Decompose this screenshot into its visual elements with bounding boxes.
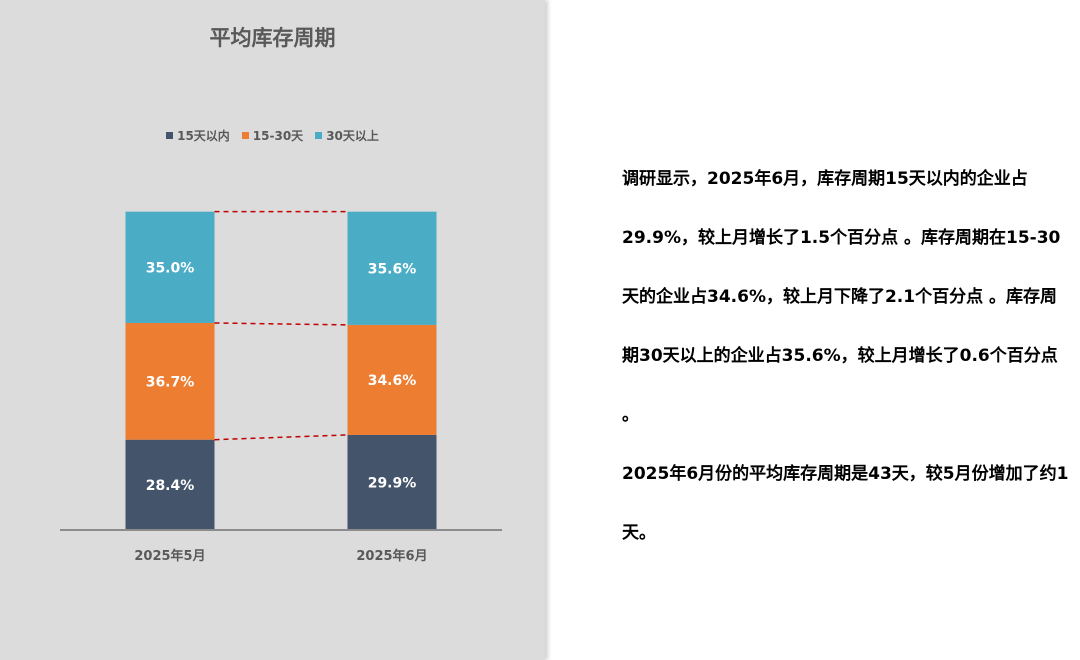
- legend-swatch-1: [166, 132, 174, 139]
- stacked-bar-chart: 28.4% 36.7% 35.0% 2025年5月 29.9% 34.6% 35.6% 202…: [60, 210, 502, 564]
- bar-segment-2-1: [347, 434, 437, 530]
- legend-item-1: 15天以内: [166, 127, 230, 144]
- text-panel: 调研显示，2025年6月，库存周期15天以内的企业占29.9%，较上月增长了1.…: [622, 150, 1072, 563]
- bar-segment-1-1: [125, 439, 215, 530]
- x-tick-label-2: 2025年6月: [356, 548, 427, 564]
- x-tick-label-1: 2025年5月: [134, 548, 205, 564]
- series-line-1: [214, 434, 348, 441]
- legend-item-3: 30天以上: [315, 127, 379, 144]
- summary-paragraph: 调研显示，2025年6月，库存周期15天以内的企业占29.9%，较上月增长了1.…: [622, 169, 1061, 425]
- chart-panel: 平均库存周期 15天以内 15-30天 30天以上 28.4% 36.7% 35.0…: [0, 0, 545, 660]
- series-line-2: [214, 322, 348, 326]
- data-label-1-3: 35.0%: [146, 260, 195, 276]
- bar-segment-1-2: [125, 322, 215, 440]
- data-label-2-3: 35.6%: [368, 261, 417, 277]
- legend-item-2: 15-30天: [241, 127, 304, 144]
- chart-title: 平均库存周期: [209, 26, 336, 50]
- legend-label-3: 30天以上: [326, 129, 379, 143]
- legend-label-2: 15-30天: [252, 129, 304, 143]
- data-label-1-2: 36.7%: [146, 374, 195, 390]
- bar-segment-2-3: [347, 211, 437, 325]
- data-label-2-1: 29.9%: [368, 475, 417, 491]
- data-label-2-2: 34.6%: [368, 373, 417, 389]
- legend-label-1: 15天以内: [177, 129, 230, 143]
- average-cycle-paragraph: 2025年6月份的平均库存周期是43天，较5月份增加了约1天。: [622, 464, 1069, 543]
- legend-swatch-3: [315, 132, 323, 139]
- chart-legend: 15天以内 15-30天 30天以上: [0, 127, 545, 144]
- bar-segment-2-2: [347, 324, 437, 435]
- legend-swatch-2: [241, 132, 249, 139]
- bar-segment-1-3: [125, 211, 215, 323]
- data-label-1-1: 28.4%: [146, 478, 195, 494]
